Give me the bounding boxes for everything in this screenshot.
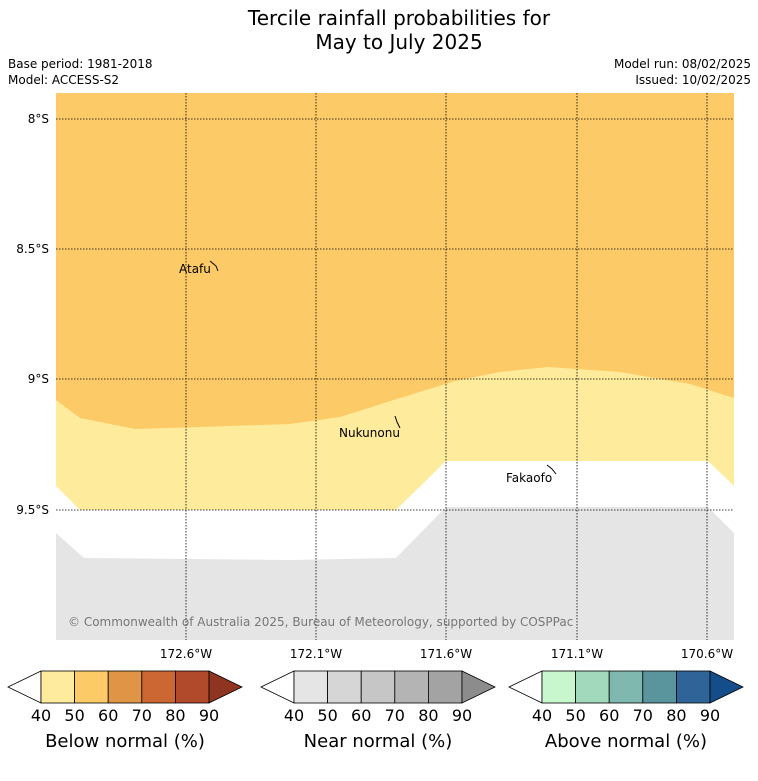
legend-swatch	[360, 670, 396, 704]
legend-arrow-high	[461, 670, 496, 704]
legend-tick-label: 60	[351, 706, 371, 725]
legend-tick-label: 60	[98, 706, 118, 725]
legend-near-normal: 40 50 60 70 80 90 Near normal (%)	[260, 670, 496, 752]
title-line-1: Tercile rainfall probabilities for	[247, 6, 551, 30]
probability-field	[56, 93, 734, 640]
lon-label: 172.1°W	[290, 647, 342, 661]
legend-tick-label: 70	[385, 706, 405, 725]
atafu-atoll-icon	[209, 260, 219, 272]
legend-above-normal: 40 50 60 70 80 90 Above normal (%)	[508, 670, 744, 752]
graticule	[56, 93, 734, 640]
legend-tick-label: 40	[31, 706, 51, 725]
lat-label: 8°S	[28, 112, 49, 126]
legend-swatch	[427, 670, 463, 704]
map-title: Tercile rainfall probabilities for May t…	[0, 6, 758, 54]
legend-arrow-low	[508, 670, 543, 704]
legend-swatch	[74, 670, 109, 704]
legend-swatch	[174, 670, 210, 704]
legend-swatch	[293, 670, 328, 704]
model-run: Model run: 08/02/2025	[613, 57, 751, 71]
legend-title: Near normal (%)	[304, 731, 453, 752]
lon-label: 172.6°W	[160, 647, 212, 661]
legend-arrow-low	[7, 670, 42, 704]
legend-swatch	[394, 670, 429, 704]
lat-label: 9.5°S	[16, 503, 49, 517]
legend-tick-label: 90	[199, 706, 219, 725]
issued-date: Issued: 10/02/2025	[635, 73, 751, 87]
lon-label: 171.6°W	[420, 647, 472, 661]
lon-label: 171.1°W	[551, 647, 603, 661]
longitude-labels: 172.6°W 172.1°W 171.6°W 171.1°W 170.6°W	[160, 647, 733, 661]
legend-swatch	[40, 670, 75, 704]
legend-tick-label: 80	[418, 706, 438, 725]
legend-tick-label: 80	[165, 706, 185, 725]
legend-title: Below normal (%)	[45, 731, 205, 752]
run-info: Model run: 08/02/2025 Issued: 10/02/2025	[614, 56, 751, 88]
legend-tick-label: 80	[666, 706, 686, 725]
lat-label: 9°S	[28, 372, 49, 386]
place-label-fakaofo: Fakaofo	[506, 471, 552, 485]
legend-swatch	[608, 670, 644, 704]
copyright-notice: © Commonwealth of Australia 2025, Bureau…	[68, 615, 573, 629]
legend-tick-label: 60	[599, 706, 619, 725]
legend-arrow-low	[260, 670, 295, 704]
nukunonu-atoll-icon	[394, 415, 401, 429]
legend-tick-label: 70	[633, 706, 653, 725]
legend-swatch	[642, 670, 677, 704]
legend-swatch	[676, 670, 711, 704]
model-name: Model: ACCESS-S2	[8, 73, 120, 87]
region-below-normal-50-60	[56, 93, 734, 429]
legend-arrow-high	[709, 670, 744, 704]
legend-tick-label: 90	[700, 706, 720, 725]
place-labels: Atafu Nukunonu Fakaofo	[179, 262, 552, 485]
legend-swatch	[327, 670, 362, 704]
lon-label: 170.6°W	[681, 647, 733, 661]
base-period: Base period: 1981-2018	[8, 57, 153, 71]
legend-tick-label: 90	[452, 706, 472, 725]
legend-tick-label: 50	[64, 706, 84, 725]
lat-label: 8.5°S	[16, 242, 49, 256]
model-info: Base period: 1981-2018 Model: ACCESS-S2	[8, 56, 153, 88]
legend-tick-label: 50	[317, 706, 337, 725]
latitude-labels: 8°S 8.5°S 9°S 9.5°S	[16, 112, 49, 517]
fakaofo-atoll-icon	[546, 464, 557, 475]
place-label-atafu: Atafu	[179, 262, 211, 276]
legend-below-normal: 40 50 60 70 80 90 Below normal (%)	[7, 670, 243, 752]
legend-tick-label: 50	[565, 706, 585, 725]
islands	[209, 260, 557, 475]
legend-title: Above normal (%)	[545, 731, 707, 752]
legend-swatch	[541, 670, 576, 704]
legend-swatch	[107, 670, 143, 704]
legend-swatch	[141, 670, 176, 704]
place-label-nukunonu: Nukunonu	[339, 426, 400, 440]
legend-arrow-high	[208, 670, 243, 704]
legend-tick-label: 40	[532, 706, 552, 725]
legend-tick-label: 70	[132, 706, 152, 725]
title-line-2: May to July 2025	[315, 30, 483, 54]
legend-tick-label: 40	[284, 706, 304, 725]
legend-swatch	[575, 670, 610, 704]
